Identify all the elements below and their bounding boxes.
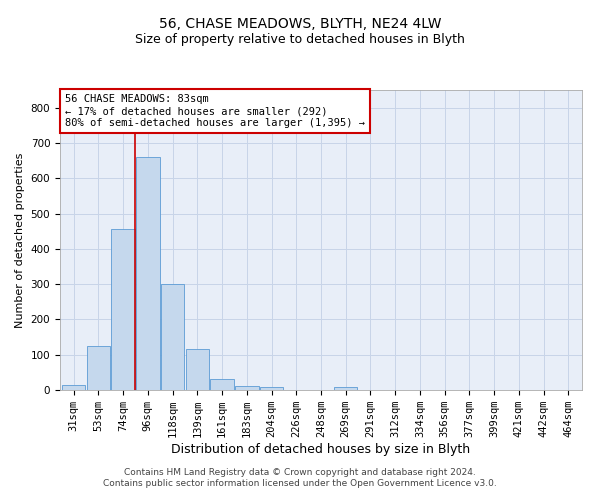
Bar xyxy=(210,380,234,390)
X-axis label: Distribution of detached houses by size in Blyth: Distribution of detached houses by size … xyxy=(172,443,470,456)
Text: Contains HM Land Registry data © Crown copyright and database right 2024.
Contai: Contains HM Land Registry data © Crown c… xyxy=(103,468,497,487)
Bar xyxy=(260,387,283,390)
Text: 56 CHASE MEADOWS: 83sqm
← 17% of detached houses are smaller (292)
80% of semi-d: 56 CHASE MEADOWS: 83sqm ← 17% of detache… xyxy=(65,94,365,128)
Y-axis label: Number of detached properties: Number of detached properties xyxy=(15,152,25,328)
Text: 56, CHASE MEADOWS, BLYTH, NE24 4LW: 56, CHASE MEADOWS, BLYTH, NE24 4LW xyxy=(159,18,441,32)
Bar xyxy=(112,230,135,390)
Bar xyxy=(334,387,358,390)
Bar xyxy=(62,384,85,390)
Bar xyxy=(136,157,160,390)
Bar xyxy=(185,350,209,390)
Text: Size of property relative to detached houses in Blyth: Size of property relative to detached ho… xyxy=(135,32,465,46)
Bar xyxy=(235,386,259,390)
Bar xyxy=(161,284,184,390)
Bar xyxy=(86,346,110,390)
